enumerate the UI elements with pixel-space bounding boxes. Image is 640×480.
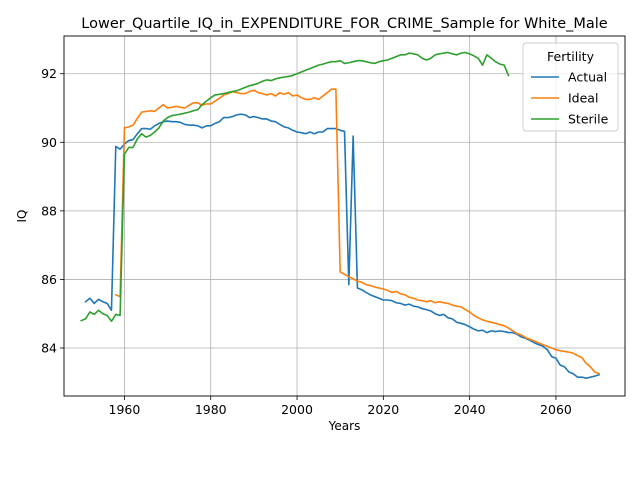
legend: Fertility Actual Ideal Sterile — [523, 43, 618, 131]
y-tick-label: 88 — [41, 203, 57, 218]
x-tick-label: 2020 — [367, 402, 399, 417]
legend-label-actual: Actual — [568, 70, 607, 85]
x-tick-label: 2040 — [454, 402, 486, 417]
chart-title: Lower_Quartile_IQ_in_EXPENDITURE_FOR_CRI… — [81, 16, 608, 32]
legend-label-ideal: Ideal — [568, 91, 598, 106]
legend-title: Fertility — [547, 49, 595, 64]
legend-label-sterile: Sterile — [568, 112, 609, 127]
x-tick-label: 2000 — [281, 402, 313, 417]
y-tick-label: 84 — [41, 341, 57, 356]
y-tick-label: 90 — [41, 135, 57, 150]
x-tick-label: 2060 — [540, 402, 572, 417]
x-tick-label: 1980 — [195, 402, 227, 417]
y-tick-label: 92 — [41, 66, 57, 81]
y-tick-label: 86 — [41, 272, 57, 287]
x-axis-label: Years — [328, 419, 361, 433]
y-axis-label: IQ — [15, 210, 29, 223]
x-tick-label: 1960 — [109, 402, 141, 417]
